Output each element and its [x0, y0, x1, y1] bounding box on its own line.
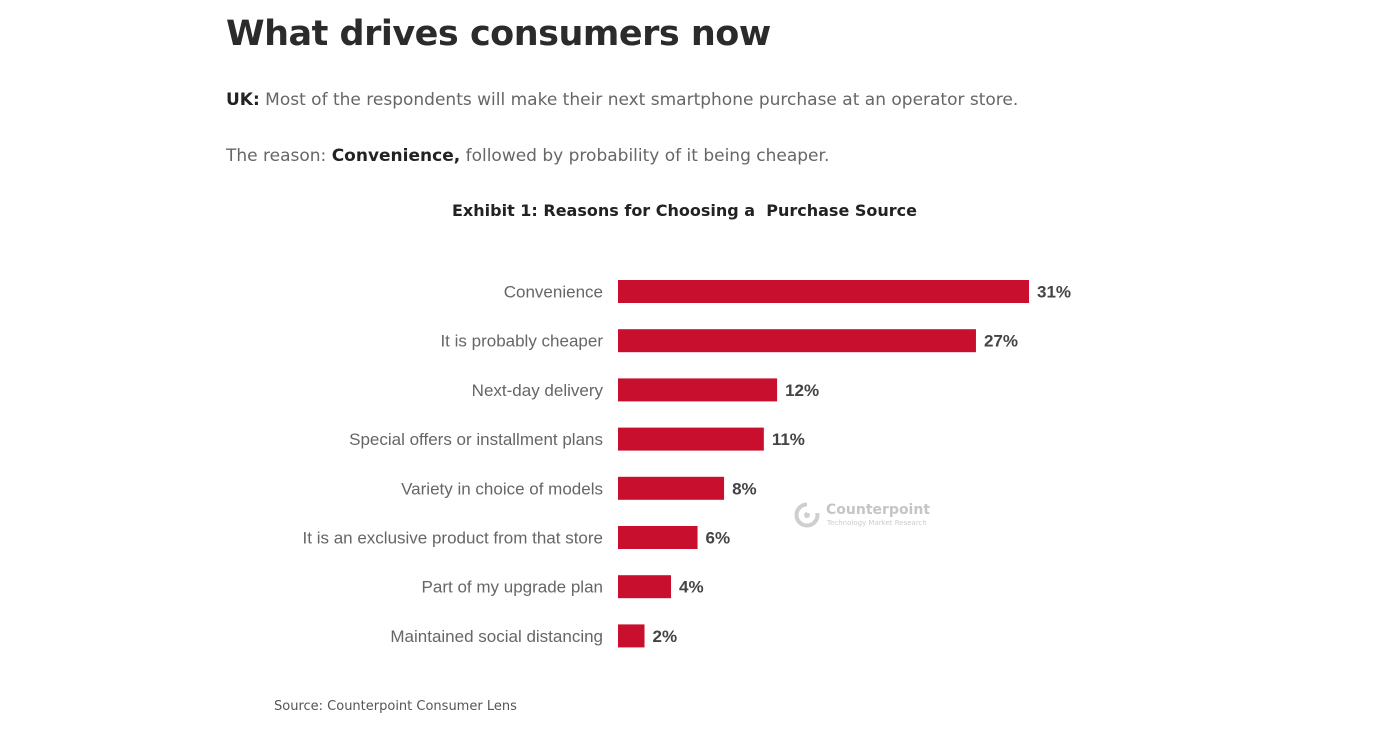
page-title: What drives consumers now [226, 14, 771, 54]
bar [618, 378, 778, 402]
value-label: 4% [679, 578, 704, 597]
value-label: 31% [1037, 283, 1071, 302]
source-note: Source: Counterpoint Consumer Lens [274, 699, 517, 714]
reason-paragraph-lead: The reason: [226, 146, 332, 166]
bar [618, 624, 645, 648]
intro-paragraph-text: Most of the respondents will make their … [259, 90, 1019, 110]
category-label: It is an exclusive product from that sto… [303, 529, 603, 548]
value-label: 27% [984, 332, 1018, 351]
bar [618, 329, 976, 353]
value-label: 8% [732, 479, 757, 498]
category-label: Maintained social distancing [390, 627, 603, 646]
category-label: It is probably cheaper [440, 332, 603, 351]
reason-paragraph: The reason: Convenience, followed by pro… [226, 146, 829, 166]
category-label: Variety in choice of models [401, 479, 603, 498]
watermark-tagline: Technology Market Research [827, 519, 927, 527]
category-label: Part of my upgrade plan [422, 578, 603, 597]
category-label: Special offers or installment plans [349, 430, 603, 449]
value-label: 12% [785, 381, 819, 400]
counterpoint-logo-icon [794, 501, 821, 528]
value-label: 6% [706, 529, 731, 548]
bar [618, 427, 764, 451]
bar [618, 575, 672, 599]
bar [618, 526, 698, 549]
intro-paragraph-bold: UK: [226, 90, 260, 110]
watermark-name: Counterpoint [826, 502, 931, 518]
bar [618, 280, 1029, 303]
category-label: Convenience [504, 283, 603, 302]
reason-paragraph-rest: followed by probability of it being chea… [460, 146, 830, 166]
value-label: 2% [653, 627, 678, 646]
reason-paragraph-bold: Convenience, [331, 146, 461, 166]
category-label: Next-day delivery [472, 381, 604, 400]
intro-paragraph: UK: Most of the respondents will make th… [226, 90, 1018, 110]
chart-title: Exhibit 1: Reasons for Choosing a Purcha… [452, 201, 917, 220]
value-label: 11% [772, 430, 805, 449]
bar [618, 476, 725, 500]
